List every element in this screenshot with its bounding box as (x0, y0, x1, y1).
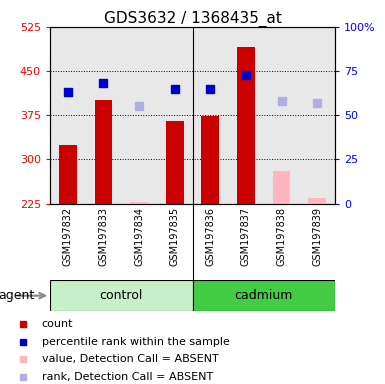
Bar (192, 280, 335, 311)
Bar (201, 116, 219, 204)
Text: control: control (100, 289, 143, 302)
Text: GSM197833: GSM197833 (99, 207, 109, 266)
Text: GSM197839: GSM197839 (312, 207, 322, 266)
Bar (59, 145, 77, 204)
Text: GSM197832: GSM197832 (63, 207, 73, 266)
Title: GDS3632 / 1368435_at: GDS3632 / 1368435_at (104, 11, 281, 27)
Bar (95, 101, 112, 204)
Bar (166, 121, 184, 204)
Bar (50, 280, 192, 311)
Text: count: count (42, 319, 73, 329)
Text: GSM197837: GSM197837 (241, 207, 251, 266)
Bar (237, 48, 255, 204)
Text: value, Detection Call = ABSENT: value, Detection Call = ABSENT (42, 354, 218, 364)
Bar (273, 171, 290, 204)
Text: cadmium: cadmium (234, 289, 293, 302)
Bar (308, 198, 326, 204)
Text: GSM197834: GSM197834 (134, 207, 144, 266)
Bar (130, 202, 148, 204)
Text: GSM197835: GSM197835 (170, 207, 180, 266)
Text: agent: agent (0, 289, 35, 302)
Text: rank, Detection Call = ABSENT: rank, Detection Call = ABSENT (42, 372, 213, 382)
Text: GSM197838: GSM197838 (276, 207, 286, 266)
Text: percentile rank within the sample: percentile rank within the sample (42, 337, 229, 347)
Text: GSM197836: GSM197836 (205, 207, 215, 266)
